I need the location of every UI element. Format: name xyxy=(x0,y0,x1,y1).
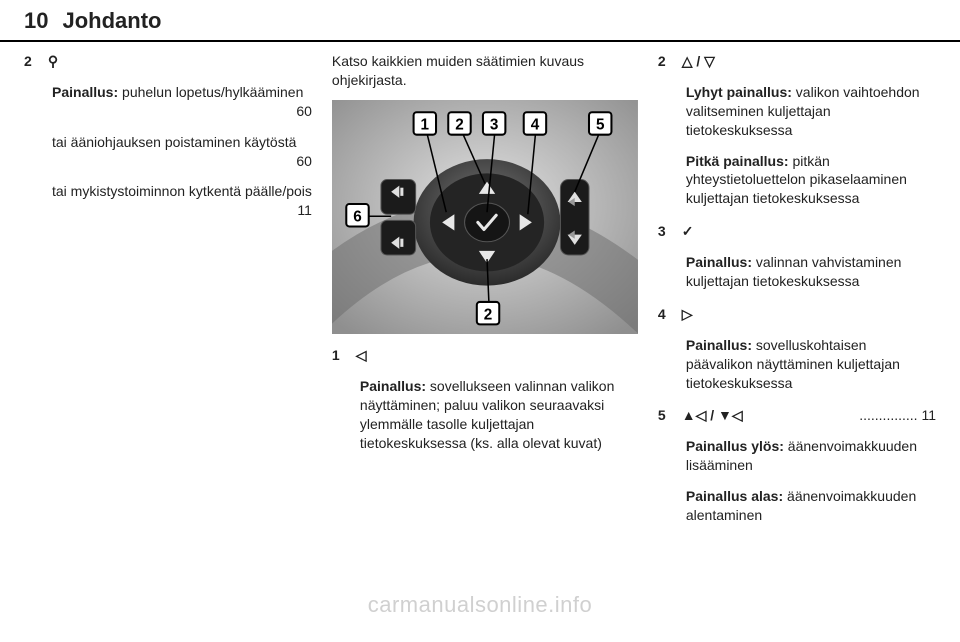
item-desc: Painallus: sovelluskohtaisen päävalikon … xyxy=(686,336,936,393)
callout-2a: 2 xyxy=(455,116,464,133)
item-number: 1 xyxy=(332,346,352,365)
page-number: 10 xyxy=(24,8,48,34)
callout-6: 6 xyxy=(353,208,362,225)
callout-1: 1 xyxy=(420,116,429,133)
item-desc-c: tai mykistystoiminnon kytkentä päälle/po… xyxy=(52,182,312,220)
item-number: 4 xyxy=(658,305,678,324)
item-desc-b: Pitkä painallus: pitkän yhteystietoluett… xyxy=(686,152,936,209)
desc-bold: Pitkä painallus: xyxy=(686,153,789,169)
item-desc: Painallus: sovellukseen valinnan valikon… xyxy=(360,377,638,453)
desc-bold: Painallus alas: xyxy=(686,488,783,504)
page-ref: ............... 11 xyxy=(859,406,936,425)
item-desc-b: tai ääniohjauksen poistaminen käytöstä 6… xyxy=(52,133,312,171)
desc-text: puhelun lopetus/hylkääminen xyxy=(118,84,303,100)
callout-4: 4 xyxy=(531,116,540,133)
page-ref: 11 xyxy=(297,201,312,220)
chapter-title: Johdanto xyxy=(62,8,161,34)
desc-bold: Painallus: xyxy=(360,378,426,394)
desc-bold: Painallus: xyxy=(686,254,752,270)
item-desc-a: Painallus ylös: äänenvoimakkuuden lisääm… xyxy=(686,437,936,475)
callout-2b: 2 xyxy=(484,306,493,323)
page-ref: 60 xyxy=(296,102,312,121)
item-1: 1 ◁ Painallus: sovellukseen valinnan val… xyxy=(332,346,638,452)
content-columns: 2 ⚲ Painallus: puhelun lopetus/hylkäämin… xyxy=(0,42,960,600)
desc-bold: Painallus: xyxy=(52,84,118,100)
item-2: 2 ⚲ Painallus: puhelun lopetus/hylkäämin… xyxy=(24,52,312,220)
item-desc-a: Lyhyt painallus: valikon vaihtoehdon val… xyxy=(686,83,936,140)
photo-svg: 1 2 3 4 5 6 xyxy=(332,100,638,335)
steering-controls-photo: 1 2 3 4 5 6 xyxy=(332,100,638,335)
desc-bold: Painallus ylös: xyxy=(686,438,784,454)
desc-text: tai ääniohjauksen poistaminen käytöstä xyxy=(52,134,296,150)
item-symbol: ▷ xyxy=(682,306,693,322)
page-ref: 60 xyxy=(296,152,312,171)
item-number: 2 xyxy=(658,52,678,71)
item-number: 5 xyxy=(658,406,678,425)
item-number: 2 xyxy=(24,52,44,71)
item-symbol: ⚲ xyxy=(48,53,58,69)
page-header: 10 Johdanto xyxy=(0,0,960,42)
column-intro: Katso kaikkien muiden säätimien kuvaus o… xyxy=(332,52,638,90)
page-ref-num: 11 xyxy=(921,407,936,423)
column-1: 2 ⚲ Painallus: puhelun lopetus/hylkäämin… xyxy=(24,52,312,590)
desc-text: tai mykistystoiminnon kytkentä päälle/po… xyxy=(52,183,312,199)
item-3: 3 ✓ Painallus: valinnan vahvistaminen ku… xyxy=(658,222,936,291)
item-desc: Painallus: valinnan vahvistaminen kuljet… xyxy=(686,253,936,291)
item-symbol: ▲◁ / ▼◁ xyxy=(682,407,743,423)
item-number: 3 xyxy=(658,222,678,241)
item-2: 2 △ / ▽ Lyhyt painallus: valikon vaihtoe… xyxy=(658,52,936,208)
column-3: 2 △ / ▽ Lyhyt painallus: valikon vaihtoe… xyxy=(658,52,936,590)
item-desc-a: Painallus: puhelun lopetus/hylkääminen 6… xyxy=(52,83,312,121)
item-5: 5 ▲◁ / ▼◁ ............... 11 Painallus y… xyxy=(658,406,936,524)
item-symbol: ◁ xyxy=(356,347,367,363)
column-2: Katso kaikkien muiden säätimien kuvaus o… xyxy=(332,52,638,590)
item-symbol: ✓ xyxy=(682,223,694,239)
item-symbol: △ / ▽ xyxy=(682,53,715,69)
desc-bold: Lyhyt painallus: xyxy=(686,84,792,100)
desc-bold: Painallus: xyxy=(686,337,752,353)
item-desc-b: Painallus alas: äänenvoimakkuuden alenta… xyxy=(686,487,936,525)
callout-5: 5 xyxy=(596,116,605,133)
item-4: 4 ▷ Painallus: sovelluskohtaisen päävali… xyxy=(658,305,936,393)
callout-3: 3 xyxy=(490,116,499,133)
